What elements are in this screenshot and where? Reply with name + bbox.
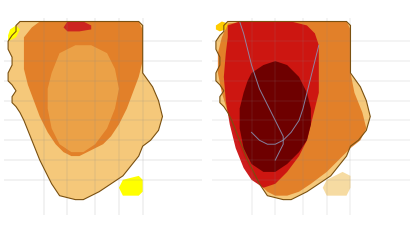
Polygon shape bbox=[223, 21, 318, 188]
Polygon shape bbox=[63, 21, 91, 31]
Polygon shape bbox=[217, 21, 366, 196]
Polygon shape bbox=[216, 21, 369, 200]
Polygon shape bbox=[8, 25, 20, 41]
Polygon shape bbox=[239, 61, 310, 172]
Polygon shape bbox=[216, 21, 227, 31]
Polygon shape bbox=[322, 172, 350, 196]
Polygon shape bbox=[8, 21, 162, 200]
Polygon shape bbox=[119, 176, 142, 196]
Polygon shape bbox=[47, 45, 119, 152]
Polygon shape bbox=[24, 21, 142, 156]
